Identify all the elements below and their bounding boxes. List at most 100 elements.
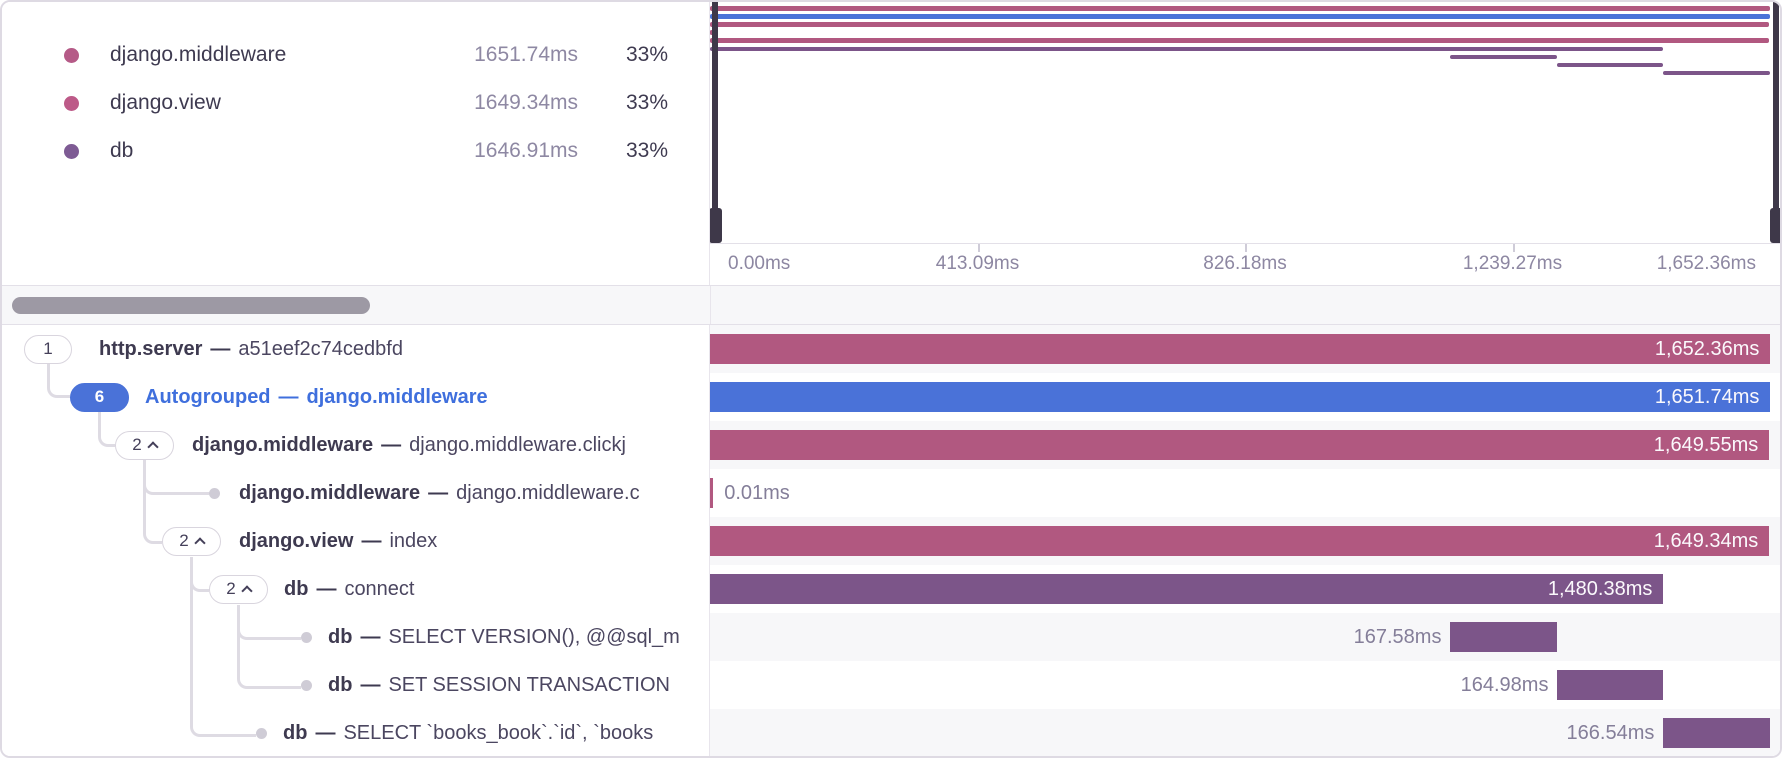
span-duration-bar[interactable] [1663, 718, 1771, 748]
minimap-span-line [710, 22, 1770, 27]
span-separator: — [210, 337, 231, 360]
tree-connector [98, 412, 115, 447]
span-separator: — [428, 481, 449, 504]
span-duration-label: 1,651.74ms [1654, 385, 1760, 408]
axis-label: 1,652.36ms [1656, 253, 1756, 274]
span-row-django-middleware-leaf[interactable]: django.middleware — django.middleware.c [2, 469, 709, 517]
minimap-span-line [710, 46, 1664, 51]
span-duration-label: 166.54ms [1566, 722, 1655, 744]
span-bar-lane: 1,649.34ms [710, 517, 1780, 565]
span-row-autogrouped[interactable]: 6 Autogrouped — django.middleware [2, 373, 709, 421]
tree-connector [143, 460, 162, 544]
span-separator: — [315, 721, 336, 744]
op-percent: 33% [625, 139, 668, 162]
minimap-right-drag-handle[interactable] [1769, 2, 1780, 243]
chevron-up-icon [194, 537, 206, 549]
span-bar-lane: 1,652.36ms [710, 325, 1780, 373]
horizontal-scrollbar-thumb[interactable] [12, 297, 370, 314]
span-op: db [284, 577, 309, 600]
span-description: index [389, 529, 438, 552]
leaf-dot-icon [301, 631, 312, 643]
span-description: SELECT VERSION(), @@sql_m [388, 625, 680, 648]
minimap-span-line [710, 14, 1771, 19]
span-row-db-select-books[interactable]: db — SELECT `books_book`.`id`, `books [2, 709, 709, 756]
span-duration-bar[interactable]: 1,649.34ms [710, 526, 1770, 556]
span-description: connect [344, 577, 415, 600]
axis-tick [977, 244, 980, 252]
horizontal-scrollbar-track[interactable] [2, 285, 1780, 325]
span-bar-lane: 167.58ms [710, 613, 1780, 661]
span-row-django-middleware[interactable]: 2 django.middleware — django.middleware.… [2, 421, 709, 469]
minimap-span-line [710, 30, 714, 35]
minimap-span-line [710, 38, 1770, 43]
axis-label: 413.09ms [935, 253, 1020, 274]
span-duration-bar[interactable]: 1,649.55ms [710, 430, 1770, 460]
span-duration-label: 1,649.55ms [1653, 433, 1759, 456]
minimap-span-line [1557, 62, 1664, 68]
legend-item: django.view 1649.34ms 33% [2, 79, 709, 127]
span-separator: — [316, 577, 337, 600]
span-count-badge[interactable]: 2 [115, 430, 174, 460]
op-name: db [110, 139, 134, 162]
span-row-http-server[interactable]: 1 http.server — a51eef2c74cedbfd [2, 325, 709, 373]
span-duration-bar[interactable]: 1,651.74ms [710, 382, 1771, 412]
span-duration-label: 167.58ms [1353, 626, 1442, 648]
ops-breakdown-legend: django.middleware 1651.74ms 33% django.v… [2, 2, 710, 285]
panel-divider [710, 286, 711, 324]
span-description: django.middleware [306, 385, 488, 408]
span-duration-label: 1,649.34ms [1653, 529, 1759, 552]
span-duration-bar[interactable] [1450, 622, 1558, 652]
span-count-badge[interactable]: 2 [162, 526, 221, 556]
tree-connector [47, 363, 70, 398]
span-op: Autogrouped [145, 385, 271, 408]
span-duration-bar[interactable] [1557, 670, 1664, 700]
span-duration-label: 1,652.36ms [1654, 337, 1760, 360]
trace-minimap[interactable] [710, 2, 1780, 243]
span-separator: — [360, 673, 381, 696]
drag-grip-icon[interactable] [1769, 208, 1780, 243]
span-list: 1 http.server — a51eef2c74cedbfd 6 Autog… [2, 325, 1780, 756]
axis-tick [1512, 244, 1515, 252]
op-name: django.view [110, 91, 221, 114]
axis-tick [1245, 244, 1247, 252]
span-op: django.middleware [192, 433, 374, 456]
minimap-span-line [710, 6, 1771, 11]
span-duration-bar[interactable]: 1,652.36ms [710, 334, 1771, 364]
op-percent: 33% [625, 43, 668, 66]
autogroup-count-badge[interactable]: 6 [70, 382, 129, 412]
minimap-left-drag-handle[interactable] [710, 2, 722, 243]
span-row-db-select-version[interactable]: db — SELECT VERSION(), @@sql_m [2, 613, 709, 661]
span-count-badge[interactable]: 2 [209, 574, 268, 604]
minimap-span-line [1450, 54, 1558, 60]
leaf-dot-icon [256, 727, 267, 739]
span-op: django.middleware [239, 481, 421, 504]
span-duration-bar[interactable] [710, 478, 714, 508]
op-color-dot-icon [64, 95, 79, 111]
span-count-badge[interactable]: 1 [24, 334, 72, 364]
minimap-span-line [1663, 70, 1771, 76]
tree-connector [190, 557, 256, 737]
span-separator: — [381, 433, 402, 456]
span-op: db [328, 625, 353, 648]
span-separator: — [361, 529, 382, 552]
leaf-dot-icon [301, 679, 312, 691]
span-bar-lane: 164.98ms [710, 661, 1780, 709]
span-row-db-connect[interactable]: 2 db — connect [2, 565, 709, 613]
minimap-column: 0.00ms 413.09ms 826.18ms 1,239.27ms 1,65… [710, 2, 1780, 285]
drag-grip-icon[interactable] [710, 208, 722, 243]
span-bar-lane: 166.54ms [710, 709, 1780, 756]
span-description: SELECT `books_book`.`id`, `books [343, 721, 654, 744]
span-row-db-set-session[interactable]: db — SET SESSION TRANSACTION [2, 661, 709, 709]
trace-header: django.middleware 1651.74ms 33% django.v… [2, 2, 1780, 285]
span-row-django-view[interactable]: 2 django.view — index [2, 517, 709, 565]
time-axis: 0.00ms 413.09ms 826.18ms 1,239.27ms 1,65… [710, 243, 1780, 285]
span-duration-bar[interactable]: 1,480.38ms [710, 574, 1664, 604]
op-color-dot-icon [64, 143, 79, 159]
span-separator: — [278, 385, 299, 408]
span-bar-lane: 0.01ms [710, 469, 1780, 517]
span-op: db [328, 673, 353, 696]
axis-label: 826.18ms [1203, 253, 1287, 274]
span-duration-label: 164.98ms [1460, 674, 1549, 696]
legend-item: db 1646.91ms 33% [2, 127, 709, 175]
